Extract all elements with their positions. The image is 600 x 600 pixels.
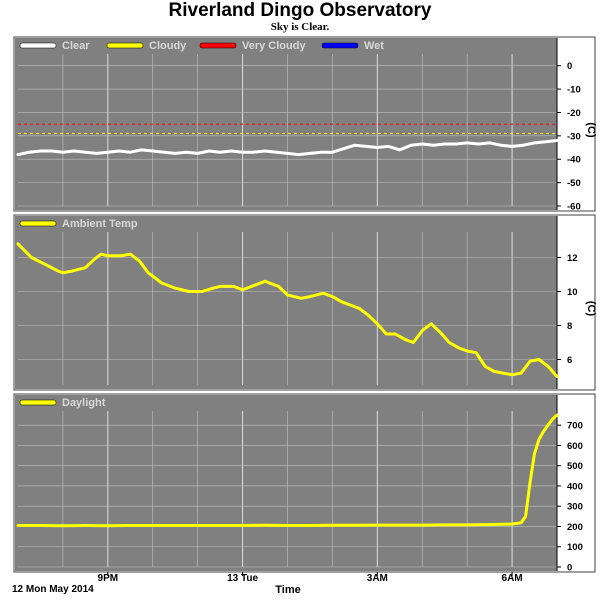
y-tick-label: 600 — [567, 441, 583, 452]
y-axis-unit: (C) — [585, 301, 597, 317]
y-tick-label: -10 — [567, 85, 581, 96]
y-axis-unit: (C) — [585, 122, 597, 138]
sky-status: Sky is Clear. — [270, 21, 330, 33]
legend-swatch-wet — [321, 42, 359, 49]
legend-swatch-clear — [19, 42, 57, 49]
panel-background — [15, 38, 557, 210]
legend-swatch-cloudy — [106, 42, 144, 49]
series-line-clear — [16, 139, 559, 157]
y-tick-label: -50 — [567, 178, 581, 189]
panel-sky: 0 -10 -20 -30 -40 -50 -60 (C) Clear Cloudy Very Cl… — [13, 36, 597, 213]
legend-label-very-cloudy: Very Cloudy — [242, 40, 306, 52]
y-tick-label: 200 — [567, 522, 583, 533]
legend-band — [15, 216, 557, 230]
y-tick-label: -40 — [567, 155, 581, 166]
legend-swatch-daylight — [19, 399, 57, 406]
panel-ambient: 12 10 8 6 (C) Ambient Temp — [13, 214, 597, 391]
y-tick-label: 6 — [567, 355, 572, 366]
y-tick-label: 500 — [567, 461, 583, 472]
legend-band — [15, 38, 557, 52]
y-tick-label: 10 — [567, 287, 578, 298]
legend-label-clear: Clear — [62, 40, 90, 52]
legend-label-ambient-temp: Ambient Temp — [62, 218, 138, 230]
legend-label-wet: Wet — [364, 40, 384, 52]
date-label: 12 Mon May 2014 — [12, 584, 94, 595]
y-tick-label: 0 — [567, 563, 572, 574]
legend-swatch-ambient-temp — [19, 220, 57, 227]
y-tick-label: 100 — [567, 542, 583, 553]
legend-label-daylight: Daylight — [62, 397, 106, 409]
y-tick-label: 400 — [567, 481, 583, 492]
x-tick-label: 3AM — [367, 573, 388, 584]
legend-band — [15, 395, 557, 409]
y-tick-label: 12 — [567, 253, 578, 264]
y-tick-label: 700 — [567, 421, 583, 432]
panel-background — [15, 216, 557, 389]
x-axis-title: Time — [275, 584, 301, 596]
panel-daylight: 700 600 500 400 300 200 100 0 Daylight 9PM 13 Tue 3… — [13, 393, 596, 584]
series-line-ambient-temp — [16, 242, 559, 378]
panel-background — [15, 395, 557, 571]
x-tick-label: 13 Tue — [227, 573, 258, 584]
series-line-daylight — [16, 413, 559, 528]
legend-label-cloudy: Cloudy — [149, 40, 187, 52]
y-tick-label: 8 — [567, 321, 572, 332]
y-tick-label: -30 — [567, 131, 581, 142]
y-tick-label: -60 — [567, 202, 581, 213]
y-tick-label: 300 — [567, 502, 583, 513]
y-tick-label: 0 — [567, 61, 572, 72]
y-tick-label: -20 — [567, 108, 581, 119]
x-tick-label: 6AM — [502, 573, 523, 584]
x-tick-label: 9PM — [98, 573, 119, 584]
page-title: Riverland Dingo Observatory — [168, 0, 432, 21]
legend-swatch-very-cloudy — [199, 42, 237, 49]
